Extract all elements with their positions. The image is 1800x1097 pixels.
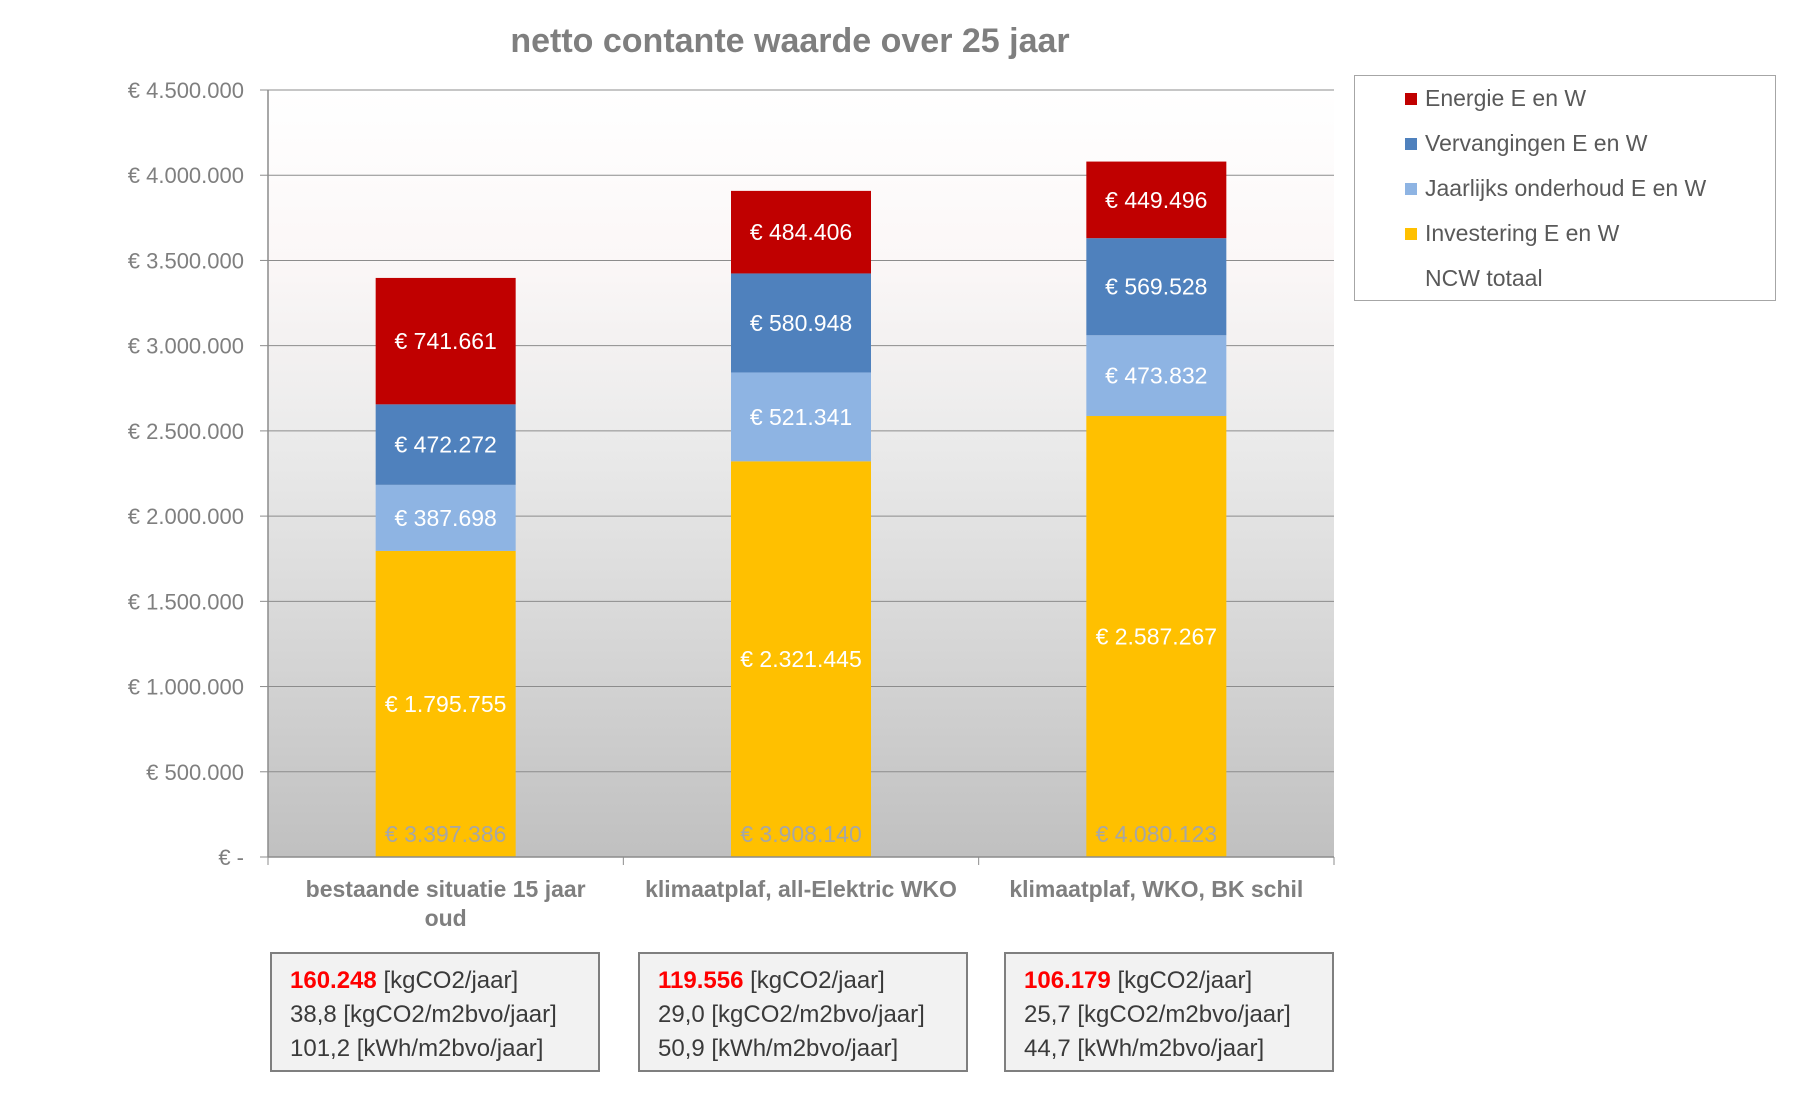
data-label-energie-e-en-w: € 449.496	[1105, 187, 1207, 213]
data-label-ncw-totaal: € 4.080.123	[1096, 821, 1218, 847]
energy-per-m2: 44,7 [kWh/m2bvo/jaar]	[1024, 1035, 1265, 1062]
legend-item-energie: Energie E en W	[1405, 85, 1586, 112]
bar-jaarlijks-onderhoud-e-en-w	[375, 484, 516, 551]
legend-label-vervangingen: Vervangingen E en W	[1425, 130, 1648, 156]
data-label-investering-e-en-w: € 1.795.755	[385, 691, 507, 717]
emission-box-bestaande: 160.248 [kgCO2/jaar] 38,8 [kgCO2/m2bvo/j…	[270, 952, 600, 1072]
co2-per-m2: 38,8 [kgCO2/m2bvo/jaar]	[290, 1001, 557, 1028]
y-tick-label: € 3.000.000	[128, 334, 244, 359]
co2-total-value: 119.556	[658, 967, 744, 994]
co2-per-m2: 25,7 [kgCO2/m2bvo/jaar]	[1024, 1001, 1291, 1028]
legend-label-investering: Investering E en W	[1425, 220, 1620, 246]
data-label-jaarlijks-onderhoud-e-en-w: € 473.832	[1105, 363, 1207, 389]
data-label-vervangingen-e-en-w: € 569.528	[1105, 274, 1207, 300]
chart-title: netto contante waarde over 25 jaar	[510, 22, 1069, 60]
bar-vervangingen-e-en-w	[1086, 238, 1227, 336]
bar-investering-e-en-w	[1086, 416, 1227, 857]
energy-per-m2: 101,2 [kWh/m2bvo/jaar]	[290, 1035, 544, 1062]
data-label-energie-e-en-w: € 484.406	[750, 219, 852, 245]
y-tick-label: € 2.000.000	[128, 504, 244, 529]
co2-total-unit: [kgCO2/jaar]	[1117, 967, 1253, 994]
y-tick-label: € 2.500.000	[128, 419, 244, 444]
emission-box-all-elektric: 119.556 [kgCO2/jaar] 29,0 [kgCO2/m2bvo/j…	[638, 952, 968, 1072]
y-tick-label: € 1.000.000	[128, 675, 244, 700]
data-label-investering-e-en-w: € 2.587.267	[1096, 624, 1218, 650]
data-label-vervangingen-e-en-w: € 472.272	[395, 432, 497, 458]
legend-item-investering: Investering E en W	[1405, 220, 1619, 247]
legend: Energie E en W Vervangingen E en W Jaarl…	[1354, 75, 1776, 301]
data-label-jaarlijks-onderhoud-e-en-w: € 387.698	[395, 505, 497, 531]
energy-per-m2: 50,9 [kWh/m2bvo/jaar]	[658, 1035, 899, 1062]
legend-item-vervangingen: Vervangingen E en W	[1405, 130, 1647, 157]
y-tick-label: € -	[218, 845, 244, 870]
legend-swatch-ncw-totaal	[1405, 273, 1417, 285]
x-tick-label: bestaande situatie 15 jaar	[306, 876, 586, 902]
x-tick-label: klimaatplaf, WKO, BK schil	[1009, 876, 1303, 902]
data-label-investering-e-en-w: € 2.321.445	[740, 646, 862, 672]
bar-investering-e-en-w	[731, 461, 871, 857]
data-label-jaarlijks-onderhoud-e-en-w: € 521.341	[750, 404, 852, 430]
legend-item-ncw-totaal: NCW totaal	[1405, 265, 1543, 292]
data-label-ncw-totaal: € 3.397.386	[385, 821, 507, 847]
data-label-vervangingen-e-en-w: € 580.948	[750, 310, 852, 336]
legend-swatch-onderhoud	[1405, 182, 1417, 195]
co2-total-unit: [kgCO2/jaar]	[383, 967, 519, 994]
bar-jaarlijks-onderhoud-e-en-w	[1086, 335, 1227, 417]
bar-vervangingen-e-en-w	[375, 404, 516, 485]
co2-total-value: 106.179	[1024, 967, 1111, 994]
emission-box-bk-schil: 106.179 [kgCO2/jaar] 25,7 [kgCO2/m2bvo/j…	[1004, 952, 1334, 1072]
legend-swatch-energie	[1405, 92, 1417, 105]
bar-jaarlijks-onderhoud-e-en-w	[731, 372, 871, 462]
x-tick-label: klimaatplaf, all-Elektric WKO	[645, 876, 957, 902]
data-label-ncw-totaal: € 3.908.140	[740, 821, 862, 847]
y-tick-label: € 4.500.000	[128, 78, 244, 103]
y-tick-label: € 4.000.000	[128, 163, 244, 188]
legend-item-onderhoud: Jaarlijks onderhoud E en W	[1405, 175, 1706, 202]
legend-label-onderhoud: Jaarlijks onderhoud E en W	[1425, 175, 1707, 201]
bar-energie-e-en-w	[1086, 161, 1227, 239]
data-label-energie-e-en-w: € 741.661	[395, 328, 497, 354]
bar-energie-e-en-w	[375, 277, 516, 405]
y-tick-label: € 500.000	[146, 760, 244, 785]
legend-label-energie: Energie E en W	[1425, 85, 1587, 111]
bar-investering-e-en-w	[375, 550, 516, 857]
y-tick-label: € 1.500.000	[128, 589, 244, 614]
legend-label-ncw-totaal: NCW totaal	[1425, 265, 1543, 291]
co2-per-m2: 29,0 [kgCO2/m2bvo/jaar]	[658, 1001, 925, 1028]
x-tick-label: oud	[425, 905, 467, 931]
y-tick-label: € 3.500.000	[128, 248, 244, 273]
co2-total-unit: [kgCO2/jaar]	[750, 967, 885, 994]
legend-swatch-vervangingen	[1405, 137, 1417, 150]
co2-total-value: 160.248	[290, 967, 377, 994]
legend-swatch-investering	[1405, 227, 1417, 240]
bar-vervangingen-e-en-w	[731, 273, 871, 373]
bar-energie-e-en-w	[731, 190, 871, 274]
